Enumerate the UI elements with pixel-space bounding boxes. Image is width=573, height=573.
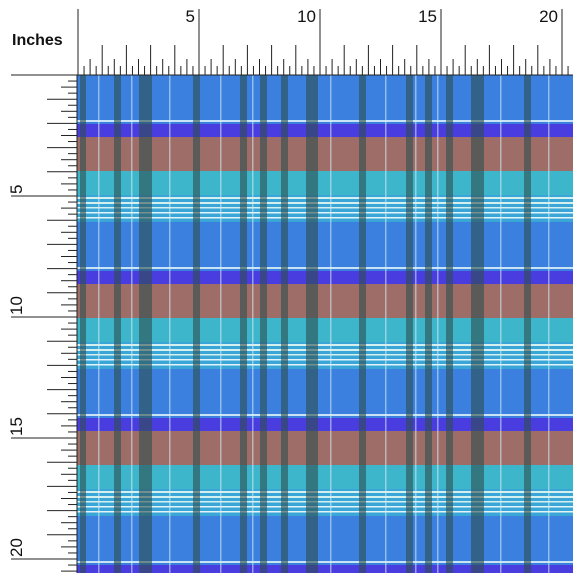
dark-stripe (446, 75, 453, 573)
light-stripe (98, 75, 100, 573)
top-ruler-number: 10 (297, 7, 316, 26)
light-stripe (220, 75, 222, 573)
dark-stripe (471, 75, 484, 573)
dark-stripe (80, 75, 86, 573)
light-stripe (330, 75, 332, 573)
dark-stripe (359, 75, 366, 573)
dark-stripe (524, 75, 531, 573)
light-stripe (500, 75, 502, 573)
top-ruler-number: 20 (539, 7, 558, 26)
left-ruler-number: 10 (7, 296, 26, 315)
dark-stripe (281, 75, 288, 573)
dark-stripe (306, 75, 318, 573)
dark-stripe (240, 75, 247, 573)
dark-stripe (425, 75, 432, 573)
left-ruler-number: 15 (7, 417, 26, 436)
dark-stripe (139, 75, 152, 573)
light-stripe (415, 75, 417, 573)
light-stripe (437, 75, 439, 573)
dark-stripe (260, 75, 267, 573)
left-ruler-number: 5 (7, 185, 26, 194)
top-ruler-number: 5 (186, 7, 195, 26)
fabric (77, 75, 573, 573)
light-stripe (169, 75, 171, 573)
top-ruler-number: 15 (418, 7, 437, 26)
light-stripe (252, 75, 254, 573)
ruler-label: Inches (12, 32, 63, 49)
light-stripe (548, 75, 550, 573)
left-ruler (0, 0, 77, 573)
light-stripe (131, 75, 133, 573)
dark-stripe (406, 75, 413, 573)
dark-stripe (114, 75, 121, 573)
dark-stripe (193, 75, 200, 573)
light-stripe (385, 75, 387, 573)
left-ruler-number: 20 (7, 538, 26, 557)
ruler-ticks (11, 9, 569, 572)
top-ruler (0, 0, 573, 75)
